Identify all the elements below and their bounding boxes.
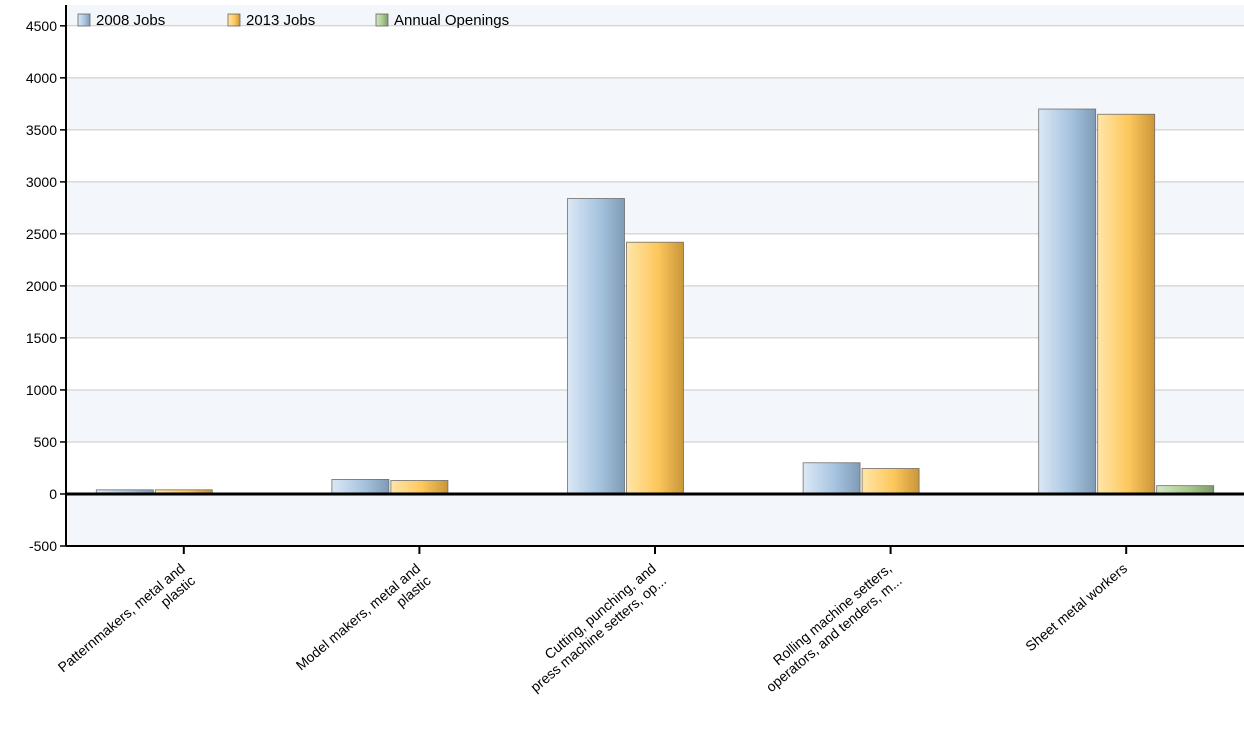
legend-label: Annual Openings <box>394 12 509 29</box>
x-category-label: Model makers, metal andplastic <box>293 560 434 686</box>
x-category-label-line: Sheet metal workers <box>1022 560 1130 654</box>
x-category-label-line: press machine setters, op... <box>527 572 669 695</box>
grid-band <box>66 5 1244 26</box>
y-tick-label: 3500 <box>26 122 57 138</box>
y-tick-label: 4500 <box>26 18 57 34</box>
bar-2008-jobs <box>802 462 861 495</box>
x-category-label-line: operators, and tenders, m... <box>763 572 905 695</box>
bar-2013-jobs <box>861 468 920 495</box>
legend-label: 2013 Jobs <box>246 12 315 29</box>
x-category-label-line: Model makers, metal and <box>293 560 424 673</box>
y-tick-label: 500 <box>34 434 58 450</box>
legend-label: 2008 Jobs <box>96 12 165 29</box>
grid-band <box>66 25 1244 78</box>
bar-2013-jobs <box>1097 113 1156 495</box>
bar-2008-jobs <box>1038 108 1097 495</box>
y-tick-label: 3000 <box>26 174 57 190</box>
x-axis-labels: Patternmakers, metal andplastic Model mak… <box>55 546 1130 695</box>
y-tick-label: 1000 <box>26 382 57 398</box>
y-tick-label: -500 <box>29 538 57 554</box>
bar-2013-jobs <box>626 241 684 495</box>
grid-band <box>66 493 1244 546</box>
x-category-label-line: Patternmakers, metal and <box>55 560 188 675</box>
legend-swatch <box>375 13 389 27</box>
y-axis-ticks: -500 0 500 1000 1500 2000 2500 3000 3500 4000 4500 <box>26 18 66 554</box>
x-category-label: Cutting, punching, andpress machine sett… <box>517 560 669 695</box>
bar-2013-jobs <box>390 480 449 495</box>
x-category-label: Rolling machine setters,operators, and t… <box>752 560 904 695</box>
bar-2008-jobs <box>567 198 625 495</box>
y-tick-label: 2500 <box>26 226 57 242</box>
x-category-label: Sheet metal workers <box>1022 560 1130 654</box>
bar-2008-jobs <box>331 479 390 495</box>
legend-swatch <box>227 13 241 27</box>
x-category-label: Patternmakers, metal andplastic <box>55 560 198 688</box>
y-tick-label: 1500 <box>26 330 57 346</box>
bars <box>95 108 1215 495</box>
y-tick-label: 0 <box>49 486 57 502</box>
y-tick-label: 4000 <box>26 70 57 86</box>
x-category-label-line: Cutting, punching, and <box>541 560 659 662</box>
x-category-label-line: Rolling machine setters, <box>770 560 895 668</box>
legend-swatch <box>77 13 91 27</box>
legend: 2008 Jobs 2013 Jobs Annual Openings <box>77 12 509 29</box>
y-tick-label: 2000 <box>26 278 57 294</box>
